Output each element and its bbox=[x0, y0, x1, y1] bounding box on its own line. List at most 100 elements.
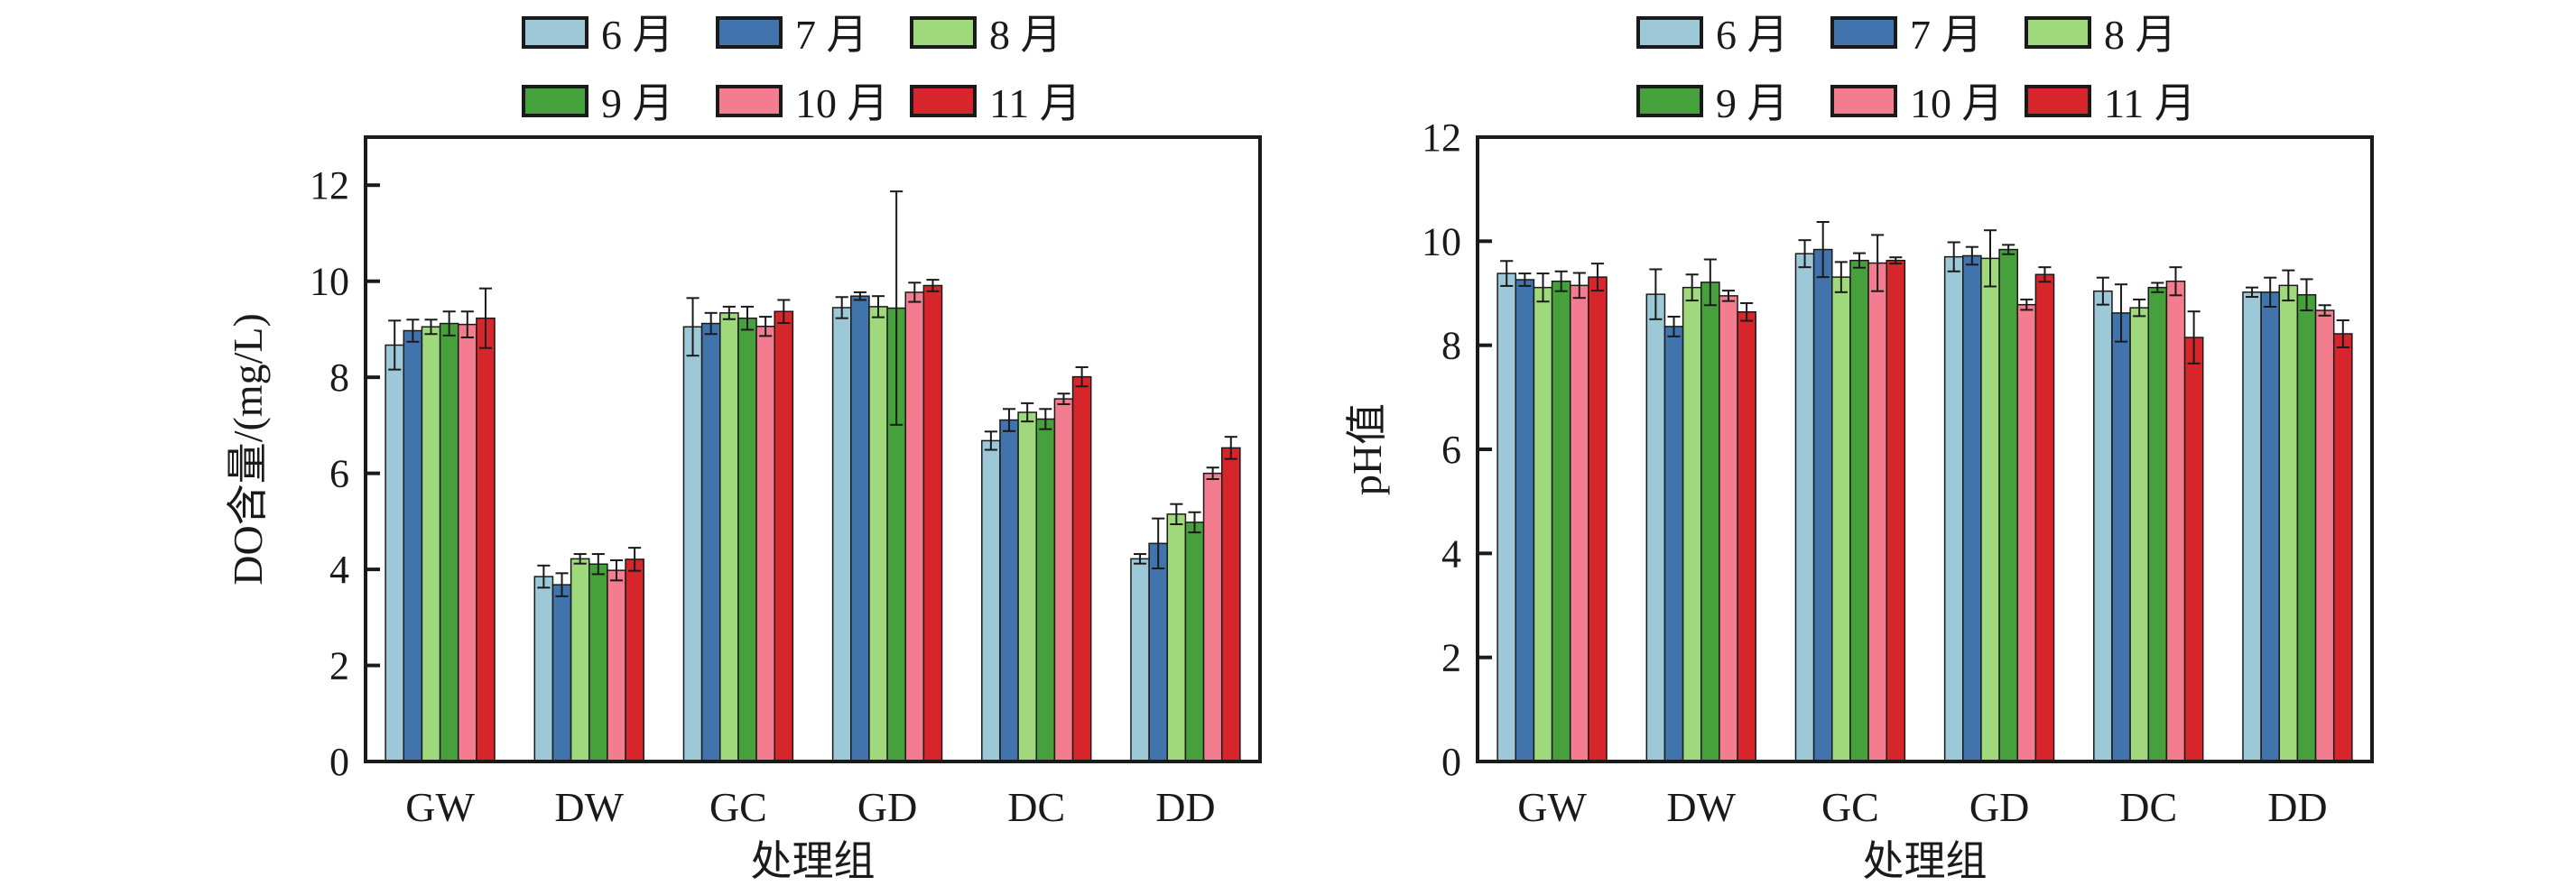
bar-DW-7 bbox=[551, 584, 572, 762]
bar-DW-6 bbox=[533, 576, 554, 762]
bar-DD-6 bbox=[1130, 558, 1150, 762]
legend: 6 月 7 月 8 月 9 月 10 月 11 月 bbox=[522, 12, 1081, 126]
legend: 6 月 7 月 8 月 9 月 10 月 11 月 bbox=[1636, 12, 2196, 126]
bar-DC-6 bbox=[981, 439, 1001, 762]
legend-label-11: 11 月 bbox=[2104, 80, 2196, 126]
ph-chart-panel: 6 月 7 月 8 月 9 月 10 月 11 月 GW DW GC GD DC DD 0 2 4 6 8 10 1… bbox=[1344, 12, 2374, 884]
x-tick-label-DW: DW bbox=[554, 784, 624, 830]
bar-DD-8 bbox=[1166, 513, 1187, 762]
bar-GC-7 bbox=[700, 322, 721, 762]
legend-label-8: 8 月 bbox=[2104, 12, 2177, 58]
bar-GC-6 bbox=[682, 326, 703, 762]
bar-DC-7 bbox=[2111, 312, 2131, 762]
do-chart-panel: 6 月 7 月 8 月 9 月 10 月 11 月 GW DW GC GD DC DD 0 2 4 6 8 10 1… bbox=[225, 12, 1262, 884]
bar-DW-11 bbox=[1737, 311, 1756, 762]
bar-GD-9 bbox=[1998, 248, 2018, 762]
legend-label-7: 7 月 bbox=[1910, 12, 1983, 58]
x-axis-title: 处理组 bbox=[751, 838, 876, 884]
bar-GD-7 bbox=[1962, 254, 1982, 762]
y-tick-label-0: 0 bbox=[329, 740, 349, 784]
plot-frame bbox=[364, 135, 1262, 763]
bar-GW-9 bbox=[1551, 280, 1571, 762]
bar-DD-9 bbox=[2296, 293, 2317, 762]
legend-label-10: 10 月 bbox=[795, 80, 889, 126]
bar-DW-6 bbox=[1645, 293, 1666, 762]
bar-GW-7 bbox=[1515, 279, 1535, 762]
bar-GC-9 bbox=[737, 317, 757, 762]
bar-DD-10 bbox=[1202, 472, 1223, 762]
bar-GC-8 bbox=[1831, 276, 1851, 762]
bar-GW-6 bbox=[1496, 272, 1517, 762]
bar-GW-8 bbox=[1533, 286, 1553, 762]
bar-DD-7 bbox=[2260, 291, 2281, 762]
y-tick-label-4: 4 bbox=[1441, 531, 1461, 576]
bar-DW-9 bbox=[1700, 281, 1720, 762]
legend-swatch-9 bbox=[522, 85, 588, 117]
x-tick-label-GW: GW bbox=[405, 784, 475, 830]
bar-DW-11 bbox=[625, 558, 644, 762]
legend-swatch-8 bbox=[910, 16, 977, 49]
bar-GW-10 bbox=[1569, 284, 1589, 762]
legend-label-9: 9 月 bbox=[601, 80, 674, 126]
x-tick-label-GD: GD bbox=[857, 784, 917, 830]
y-axis-title: pH值 bbox=[1344, 403, 1390, 495]
bar-DW-8 bbox=[570, 558, 590, 762]
bar-GC-7 bbox=[1812, 248, 1833, 762]
legend-swatch-11 bbox=[910, 85, 977, 117]
legend-swatch-7 bbox=[1830, 16, 1897, 49]
x-tick-label-DC: DC bbox=[2119, 784, 2177, 830]
bar-DC-10 bbox=[2165, 280, 2186, 762]
plot-frame bbox=[1476, 135, 2374, 763]
x-tick-label-DW: DW bbox=[1666, 784, 1736, 830]
bar-GD-10 bbox=[904, 291, 925, 762]
y-tick-label-0: 0 bbox=[1441, 740, 1461, 784]
bar-DD-6 bbox=[2242, 291, 2262, 762]
y-tick-label-8: 8 bbox=[329, 355, 349, 400]
y-tick-label-2: 2 bbox=[1441, 636, 1461, 680]
y-tick-label-4: 4 bbox=[329, 548, 349, 592]
legend-label-9: 9 月 bbox=[1716, 80, 1789, 126]
bar-DW-8 bbox=[1682, 286, 1702, 762]
legend-swatch-6 bbox=[522, 16, 588, 49]
x-tick-label-DD: DD bbox=[2267, 784, 2327, 830]
bar-GC-11 bbox=[1886, 259, 1906, 762]
bar-GC-10 bbox=[1867, 262, 1887, 762]
bar-GD-7 bbox=[850, 295, 870, 762]
y-tick-label-6: 6 bbox=[1441, 428, 1461, 472]
bar-GD-6 bbox=[1943, 255, 1964, 762]
x-tick-label-GC: GC bbox=[709, 784, 767, 830]
x-tick-label-GW: GW bbox=[1517, 784, 1587, 830]
y-tick-label-12: 12 bbox=[310, 163, 349, 208]
y-tick-label-10: 10 bbox=[1422, 219, 1461, 263]
x-tick-label-GC: GC bbox=[1821, 784, 1879, 830]
legend-swatch-9 bbox=[1636, 85, 1703, 117]
bar-GW-6 bbox=[385, 344, 405, 762]
bar-GW-8 bbox=[421, 326, 441, 762]
bar-DD-9 bbox=[1184, 521, 1205, 762]
y-tick-label-12: 12 bbox=[1422, 115, 1461, 160]
x-tick-label-GD: GD bbox=[1969, 784, 2029, 830]
bar-DC-7 bbox=[999, 419, 1019, 762]
bar-DC-11 bbox=[1071, 375, 1092, 762]
legend-label-6: 6 月 bbox=[1716, 12, 1789, 58]
bar-DC-9 bbox=[2147, 286, 2168, 762]
bar-GW-11 bbox=[1588, 276, 1608, 762]
bar-GD-8 bbox=[868, 306, 888, 762]
bar-GD-6 bbox=[831, 307, 852, 762]
bar-DC-9 bbox=[1035, 418, 1056, 762]
x-axis-title: 处理组 bbox=[1863, 838, 1988, 884]
bar-DC-8 bbox=[2129, 307, 2149, 762]
bar-GD-11 bbox=[922, 284, 943, 762]
bar-GC-11 bbox=[774, 310, 794, 762]
y-tick-label-2: 2 bbox=[329, 644, 349, 688]
y-tick-label-6: 6 bbox=[329, 452, 349, 496]
bar-GD-10 bbox=[2016, 303, 2037, 762]
bar-DW-7 bbox=[1663, 326, 1684, 762]
legend-label-8: 8 月 bbox=[989, 12, 1062, 58]
bar-DD-8 bbox=[2278, 284, 2299, 762]
legend-swatch-10 bbox=[1830, 85, 1897, 117]
y-tick-label-8: 8 bbox=[1441, 324, 1461, 368]
legend-swatch-6 bbox=[1636, 16, 1703, 49]
bar-GC-6 bbox=[1794, 253, 1815, 762]
bar-DD-10 bbox=[2314, 309, 2335, 762]
